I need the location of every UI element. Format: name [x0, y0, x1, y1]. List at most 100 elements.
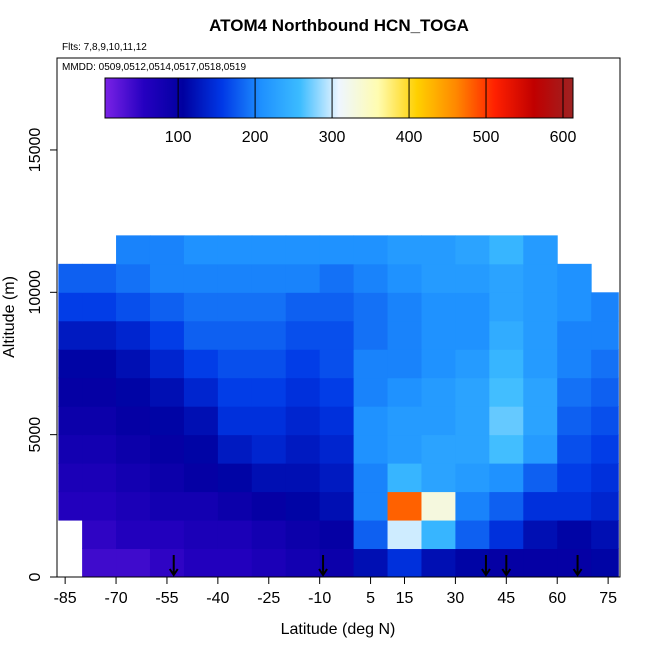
heatmap-cell — [557, 434, 592, 464]
x-tick-label: 5 — [366, 590, 375, 607]
heatmap-cell — [319, 406, 355, 436]
heatmap-cell — [591, 349, 619, 379]
y-tick-label: 15000 — [27, 128, 44, 173]
heatmap-cell — [251, 406, 287, 436]
colorbar-tick-label: 600 — [550, 129, 577, 146]
heatmap-cell — [421, 235, 456, 265]
heatmap-cell — [217, 235, 253, 265]
heatmap-cell — [149, 235, 185, 265]
heatmap-cell — [387, 463, 422, 493]
heatmap-cell — [82, 491, 117, 521]
heatmap-cell — [183, 349, 219, 379]
heatmap-cell — [591, 406, 619, 436]
heatmap-cell — [421, 434, 456, 464]
colorbar-tick-label: 100 — [165, 129, 192, 146]
heatmap-cell — [285, 320, 321, 350]
heatmap-cell — [285, 434, 321, 464]
heatmap-cell — [557, 463, 592, 493]
heatmap-cell — [319, 349, 355, 379]
heatmap-cell — [387, 406, 422, 436]
heatmap-cell — [285, 235, 321, 265]
heatmap-cell — [489, 520, 524, 550]
heatmap-cell — [557, 349, 592, 379]
heatmap-cell — [591, 463, 619, 493]
heatmap-cell — [116, 548, 151, 578]
heatmap-cell — [82, 434, 117, 464]
heatmap-cell — [591, 548, 619, 578]
heatmap-cell — [149, 520, 185, 550]
heatmap-cell — [591, 491, 619, 521]
heatmap-cell — [58, 434, 83, 464]
heatmap-cell — [251, 491, 287, 521]
heatmap-cell — [421, 349, 456, 379]
heatmap-cell — [387, 263, 422, 293]
heatmap-cell — [421, 320, 456, 350]
heatmap-cell — [183, 263, 219, 293]
heatmap-cell — [523, 377, 558, 407]
heatmap-cell — [455, 349, 490, 379]
heatmap-cell — [489, 434, 524, 464]
heatmap-cell — [82, 548, 117, 578]
heatmap-cell — [149, 263, 185, 293]
heatmap-cell — [116, 434, 151, 464]
heatmap-cell — [353, 292, 389, 322]
heatmap-cell — [523, 491, 558, 521]
heatmap-cell — [557, 377, 592, 407]
heatmap-cell — [217, 548, 253, 578]
heatmap-cell — [557, 491, 592, 521]
heatmap-cell — [455, 292, 490, 322]
x-tick-label: 45 — [497, 590, 515, 607]
heatmap-cell — [421, 548, 456, 578]
heatmap-cell — [489, 263, 524, 293]
subtitle: Flts: 7,8,9,10,11,12 — [62, 42, 147, 53]
heatmap-cell — [217, 263, 253, 293]
heatmap-cell — [489, 320, 524, 350]
heatmap-cell — [251, 520, 287, 550]
heatmap-cell — [523, 349, 558, 379]
heatmap-cell — [319, 520, 355, 550]
heatmap-cell — [251, 292, 287, 322]
heatmap-cell — [455, 520, 490, 550]
heatmap-cell — [455, 320, 490, 350]
heatmap-cell — [82, 377, 117, 407]
heatmap-cell — [217, 463, 253, 493]
colorbar-tick-label: 200 — [242, 129, 269, 146]
heatmap-cell — [387, 520, 422, 550]
heatmap-cell — [116, 292, 151, 322]
heatmap-cell — [149, 292, 185, 322]
heatmap-cell — [455, 434, 490, 464]
heatmap-cell — [82, 292, 117, 322]
heatmap-cell — [217, 434, 253, 464]
heatmap-cell — [285, 463, 321, 493]
heatmap-cell — [217, 491, 253, 521]
heatmap-cell — [353, 434, 389, 464]
heatmap-cell — [183, 463, 219, 493]
heatmap-cell — [285, 263, 321, 293]
arrow — [318, 555, 328, 577]
arrow — [501, 555, 512, 577]
heatmap-cell — [523, 320, 558, 350]
heatmap-cell — [523, 292, 558, 322]
heatmap-cell — [285, 292, 321, 322]
heatmap-cell — [387, 491, 422, 521]
heatmap-cell — [421, 491, 456, 521]
heatmap-cell — [285, 491, 321, 521]
heatmap-cell — [489, 377, 524, 407]
heatmap-cell — [149, 320, 185, 350]
heatmap-cell — [116, 491, 151, 521]
heatmap-cell — [251, 349, 287, 379]
y-axis-label: Altitude (m) — [1, 276, 18, 358]
heatmap-cell — [116, 520, 151, 550]
heatmap-cell — [421, 463, 456, 493]
heatmap-cell — [251, 235, 287, 265]
heatmap-cell — [489, 235, 524, 265]
heatmap-cell — [455, 263, 490, 293]
heatmap-cell — [116, 263, 151, 293]
heatmap-cell — [591, 320, 619, 350]
heatmap-cell — [116, 406, 151, 436]
x-tick-label: -10 — [308, 590, 331, 607]
heatmap-cell — [285, 548, 321, 578]
heatmap-cell — [557, 548, 592, 578]
